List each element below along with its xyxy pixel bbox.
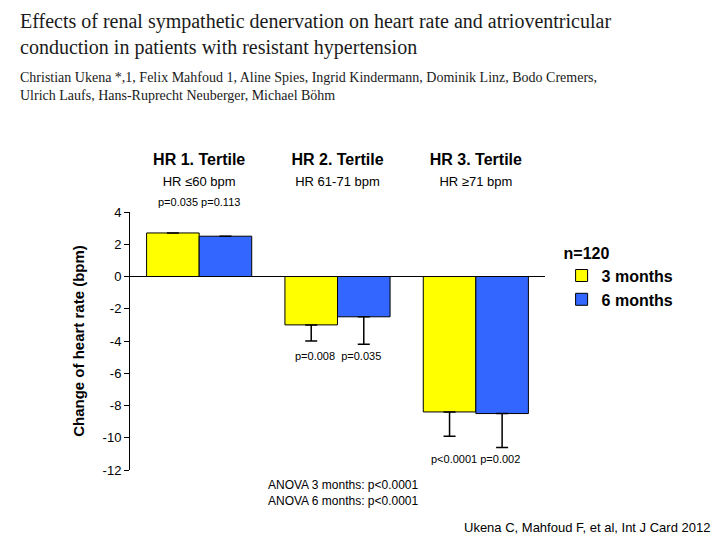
svg-text:-6: -6 bbox=[110, 366, 122, 381]
svg-text:p=0.008 p=0.035: p=0.008 p=0.035 bbox=[295, 350, 381, 362]
svg-text:-10: -10 bbox=[103, 430, 122, 445]
svg-text:p=0.035 p=0.113: p=0.035 p=0.113 bbox=[158, 196, 240, 208]
svg-text:-12: -12 bbox=[103, 463, 122, 478]
svg-text:HR 3. TertileHR ≥71 bpm: HR 3. TertileHR ≥71 bpm bbox=[430, 151, 522, 189]
svg-text:ANOVA 3 months: p<0.0001ANOVA: ANOVA 3 months: p<0.0001ANOVA 6 months: … bbox=[268, 478, 419, 508]
svg-text:2: 2 bbox=[114, 237, 121, 252]
svg-text:HR 2. TertileHR 61-71 bpm: HR 2. TertileHR 61-71 bpm bbox=[291, 151, 383, 189]
svg-text:HR 1. TertileHR ≤60 bpm: HR 1. TertileHR ≤60 bpm bbox=[153, 151, 245, 189]
svg-text:0: 0 bbox=[114, 269, 121, 284]
svg-text:Ukena C, Mahfoud F, et al, Int: Ukena C, Mahfoud F, et al, Int J Card 20… bbox=[464, 520, 710, 535]
svg-text:Christian Ukena *,1, Felix Mah: Christian Ukena *,1, Felix Mahfoud 1, Al… bbox=[20, 70, 597, 103]
svg-text:-2: -2 bbox=[110, 301, 122, 316]
svg-text:6 months: 6 months bbox=[602, 292, 673, 309]
svg-text:-8: -8 bbox=[110, 398, 122, 413]
svg-text:4: 4 bbox=[114, 205, 121, 220]
svg-text:n=120: n=120 bbox=[564, 245, 610, 262]
svg-text:Effects of renal sympathetic d: Effects of renal sympathetic denervation… bbox=[20, 10, 611, 59]
svg-text:-4: -4 bbox=[110, 334, 122, 349]
svg-text:p<0.0001 p=0.002: p<0.0001 p=0.002 bbox=[431, 453, 520, 465]
svg-text:3 months: 3 months bbox=[602, 268, 673, 285]
svg-text:Change of heart rate (bpm): Change of heart rate (bpm) bbox=[70, 245, 87, 437]
